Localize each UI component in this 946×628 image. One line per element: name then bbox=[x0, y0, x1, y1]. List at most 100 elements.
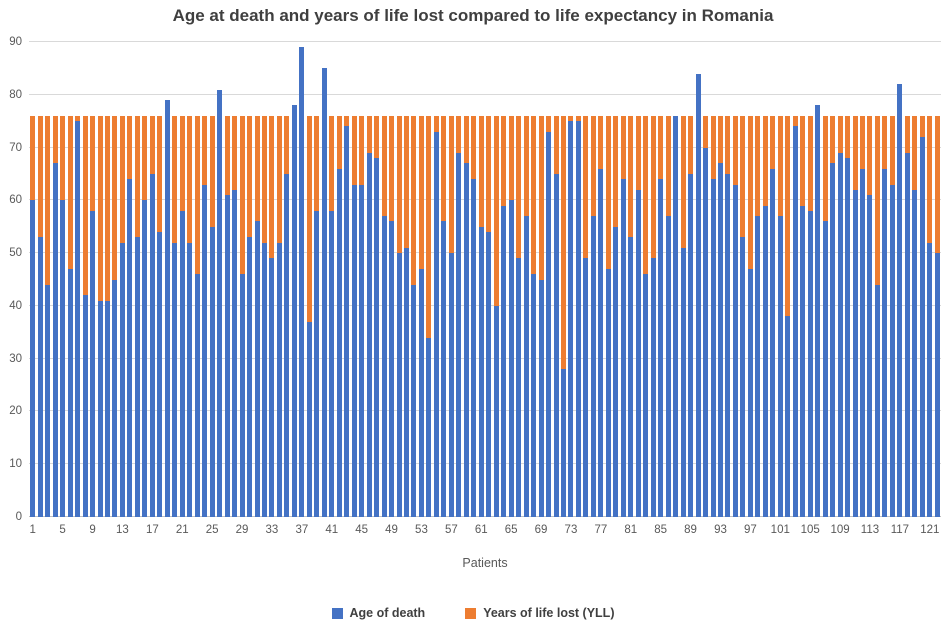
bar-patient-17 bbox=[149, 115, 155, 517]
bar-patient-58 bbox=[456, 115, 462, 517]
yll-segment bbox=[643, 115, 649, 275]
yll-segment bbox=[620, 115, 626, 180]
bar-patient-33 bbox=[269, 115, 275, 517]
age-of-death-segment bbox=[404, 247, 409, 517]
bar-patient-9 bbox=[90, 115, 96, 517]
age-of-death-segment bbox=[927, 242, 933, 517]
bar-patient-10 bbox=[97, 115, 103, 517]
bar-patient-91 bbox=[703, 115, 709, 517]
yll-segment bbox=[732, 115, 738, 185]
gridline bbox=[29, 146, 941, 148]
yll-segment bbox=[575, 115, 581, 122]
bar-patient-112 bbox=[860, 115, 865, 517]
yll-segment bbox=[411, 115, 417, 285]
y-tick-label: 80 bbox=[9, 88, 22, 101]
x-tick-label: 81 bbox=[624, 524, 638, 536]
yll-segment bbox=[45, 115, 51, 285]
age-of-death-segment bbox=[860, 168, 865, 517]
bar-patient-40 bbox=[321, 68, 327, 517]
age-of-death-segment bbox=[441, 221, 447, 517]
age-of-death-segment bbox=[60, 200, 66, 517]
bar-patient-89 bbox=[688, 115, 694, 517]
age-of-death-segment bbox=[224, 195, 230, 517]
yll-segment bbox=[792, 115, 798, 127]
age-of-death-segment bbox=[501, 205, 507, 517]
bar-patient-79 bbox=[613, 115, 619, 517]
yll-segment bbox=[560, 115, 566, 370]
x-tick-label: 113 bbox=[860, 524, 880, 536]
age-of-death-segment bbox=[897, 84, 903, 517]
yll-segment bbox=[508, 115, 514, 201]
age-of-death-segment bbox=[374, 158, 380, 517]
age-of-death-segment bbox=[822, 221, 828, 517]
yll-segment bbox=[762, 115, 768, 206]
bar-patient-70 bbox=[546, 115, 552, 517]
yll-segment bbox=[889, 115, 895, 185]
yll-segment bbox=[269, 115, 275, 259]
bar-patient-37 bbox=[299, 47, 305, 517]
bar-patient-23 bbox=[194, 115, 200, 517]
yll-segment bbox=[658, 115, 664, 180]
bar-patient-75 bbox=[583, 115, 589, 517]
age-of-death-segment bbox=[52, 163, 58, 517]
age-of-death-segment bbox=[351, 184, 357, 517]
x-tick-label: 21 bbox=[175, 524, 189, 536]
age-of-death-segment bbox=[867, 195, 873, 517]
yll-segment bbox=[583, 115, 589, 259]
age-of-death-segment bbox=[202, 184, 208, 517]
yll-segment bbox=[852, 115, 858, 190]
age-of-death-segment bbox=[247, 237, 253, 517]
bar-patient-115 bbox=[882, 115, 888, 517]
yll-segment bbox=[934, 115, 940, 254]
yll-segment bbox=[194, 115, 200, 275]
age-of-death-segment bbox=[725, 173, 731, 517]
y-tick-label: 0 bbox=[15, 511, 22, 523]
x-tick-label: 1 bbox=[29, 524, 36, 536]
age-of-death-segment bbox=[239, 274, 245, 517]
age-of-death-segment bbox=[889, 184, 895, 517]
yll-segment bbox=[306, 115, 312, 322]
yll-segment bbox=[418, 115, 424, 269]
bar-patient-46 bbox=[366, 115, 372, 517]
x-tick-label: 93 bbox=[714, 524, 727, 536]
yll-segment bbox=[142, 115, 148, 201]
yll-segment bbox=[314, 115, 320, 211]
age-of-death-segment bbox=[119, 242, 125, 517]
bar-patient-100 bbox=[770, 115, 776, 517]
yll-swatch-icon bbox=[465, 607, 477, 619]
bar-patient-48 bbox=[381, 115, 387, 517]
yll-segment bbox=[830, 115, 836, 164]
chart-title: Age at death and years of life lost comp… bbox=[172, 6, 774, 25]
age-of-death-segment bbox=[164, 100, 170, 517]
bar-patient-92 bbox=[710, 115, 716, 517]
x-axis-labels: 1 5 9 13 17 21 25 29 33 37 41 45 49 53 57 61 65 69 73 77 81 8… bbox=[29, 524, 941, 538]
x-tick-label: 49 bbox=[385, 524, 398, 536]
bar-patient-8 bbox=[82, 115, 88, 517]
yll-segment bbox=[389, 115, 395, 222]
age-of-death-segment bbox=[112, 279, 118, 517]
x-tick-label: 109 bbox=[830, 524, 850, 536]
age-of-death-swatch-icon bbox=[331, 607, 343, 619]
age-of-death-segment bbox=[396, 253, 402, 517]
yll-segment bbox=[104, 115, 110, 301]
yll-segment bbox=[800, 115, 806, 206]
age-of-death-segment bbox=[837, 152, 843, 517]
yll-segment bbox=[912, 115, 918, 190]
yll-segment bbox=[112, 115, 118, 280]
bar-patient-97 bbox=[747, 115, 753, 517]
x-tick-label: 117 bbox=[890, 524, 910, 536]
bar-patient-31 bbox=[254, 115, 260, 517]
x-tick-label: 41 bbox=[325, 524, 339, 536]
age-of-death-segment bbox=[703, 147, 709, 517]
gridline bbox=[29, 463, 941, 465]
yll-segment bbox=[157, 115, 163, 232]
bar-patient-82 bbox=[635, 115, 641, 517]
age-of-death-segment bbox=[807, 210, 813, 517]
age-of-death-segment bbox=[620, 179, 626, 517]
age-of-death-segment bbox=[209, 226, 215, 517]
age-of-death-segment bbox=[359, 184, 365, 517]
bar-patient-49 bbox=[389, 115, 395, 517]
age-of-death-segment bbox=[598, 168, 604, 517]
yll-segment bbox=[396, 115, 402, 254]
yll-segment bbox=[202, 115, 208, 185]
